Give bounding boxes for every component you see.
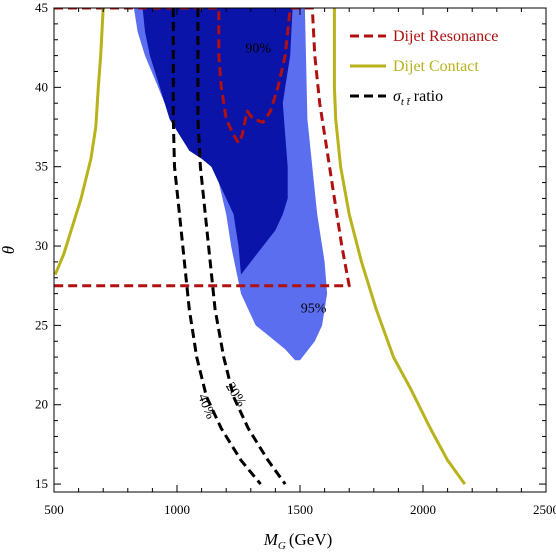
legend-label: Dijet Contact (393, 58, 479, 75)
dijet-contact-left-line (54, 8, 105, 276)
x-tick-label: 1000 (164, 502, 190, 517)
legend-label: σt t̄ ratio (393, 88, 443, 108)
ratio-20-line (196, 8, 287, 485)
region90-area (142, 8, 293, 275)
region-90-label: 90% (245, 41, 271, 56)
x-tick-label: 2000 (410, 502, 436, 517)
y-tick-label: 20 (35, 397, 48, 412)
y-tick-label: 45 (35, 0, 48, 15)
ratio-40-line (171, 8, 262, 486)
x-tick-label: 1500 (287, 502, 313, 517)
region-95-label: 95% (301, 302, 327, 317)
y-axis-title: θ (0, 246, 18, 254)
y-tick-label: 40 (35, 79, 48, 94)
y-tick-label: 30 (35, 238, 48, 253)
y-tick-label: 25 (35, 317, 48, 332)
legend-label: Dijet Resonance (393, 28, 498, 45)
y-tick-label: 35 (35, 159, 48, 174)
y-tick-label: 15 (35, 476, 48, 491)
ratio-20-label: 20% (222, 380, 248, 410)
x-tick-label: 2500 (533, 502, 556, 517)
x-axis-title: MG (GeV) (263, 530, 333, 552)
x-tick-label: 500 (44, 502, 64, 517)
dijet-contact-right-line (332, 8, 467, 485)
dijet-resonance-line (54, 8, 351, 288)
